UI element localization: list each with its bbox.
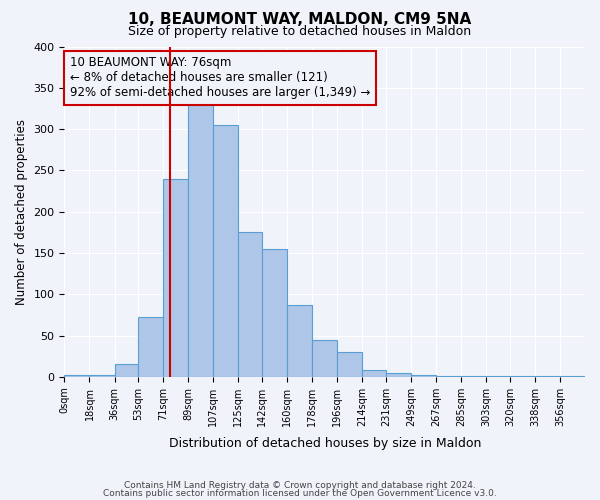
Bar [64, 375, 89, 377]
Text: Contains public sector information licensed under the Open Government Licence v3: Contains public sector information licen… [103, 488, 497, 498]
Bar [115, 364, 138, 377]
Bar [138, 318, 163, 377]
Text: Contains HM Land Registry data © Crown copyright and database right 2024.: Contains HM Land Registry data © Crown c… [124, 481, 476, 490]
Bar [287, 305, 312, 377]
Bar [510, 376, 535, 377]
Bar [486, 376, 510, 377]
Bar [386, 374, 411, 377]
Y-axis label: Number of detached properties: Number of detached properties [15, 118, 28, 304]
Bar [214, 125, 238, 377]
Bar [238, 232, 262, 377]
Bar [461, 376, 486, 377]
Bar [262, 249, 287, 377]
Bar [436, 376, 461, 377]
Bar [560, 376, 585, 377]
Bar [411, 375, 436, 377]
Bar [188, 100, 214, 377]
Bar [312, 340, 337, 377]
Bar [535, 376, 560, 377]
Bar [163, 178, 188, 377]
Bar [89, 375, 115, 377]
Text: Size of property relative to detached houses in Maldon: Size of property relative to detached ho… [128, 25, 472, 38]
Bar [362, 370, 386, 377]
Text: 10, BEAUMONT WAY, MALDON, CM9 5NA: 10, BEAUMONT WAY, MALDON, CM9 5NA [128, 12, 472, 28]
X-axis label: Distribution of detached houses by size in Maldon: Distribution of detached houses by size … [169, 437, 481, 450]
Text: 10 BEAUMONT WAY: 76sqm
← 8% of detached houses are smaller (121)
92% of semi-det: 10 BEAUMONT WAY: 76sqm ← 8% of detached … [70, 56, 370, 100]
Bar [337, 352, 362, 377]
